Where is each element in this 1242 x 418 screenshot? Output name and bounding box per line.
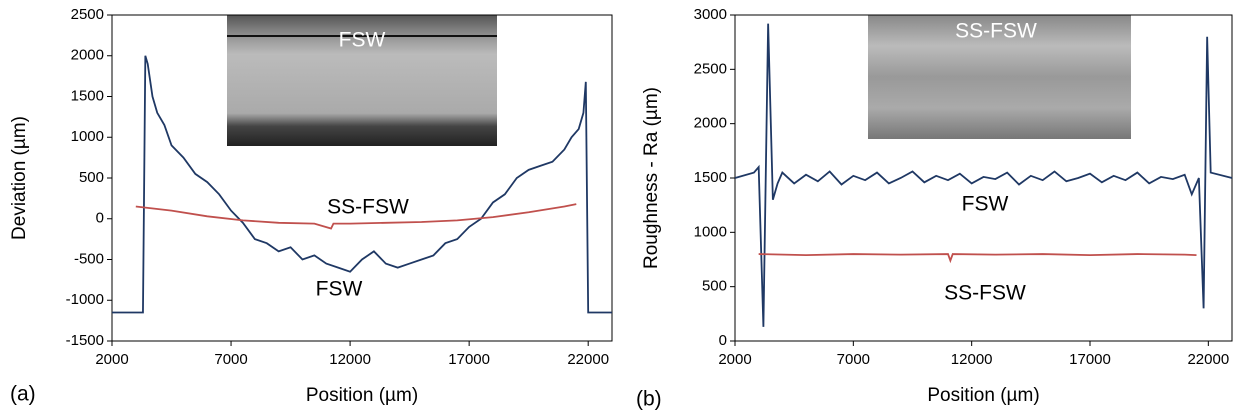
y-tick-label: -1500 (66, 332, 104, 349)
data-line (135, 203, 577, 230)
x-tick-label: 12000 (951, 351, 993, 368)
y-tick-label: 2000 (694, 115, 727, 132)
y-tick-label: 3000 (694, 6, 727, 23)
y-tick-label: 1000 (694, 223, 727, 240)
inset-label: SS-FSW (955, 20, 1037, 43)
x-axis-title: Position (µm) (306, 385, 418, 406)
y-tick-label: 0 (96, 210, 104, 227)
y-tick-label: 2000 (71, 47, 104, 64)
data-line (112, 55, 612, 314)
inset-image (868, 15, 1131, 139)
panel-label: (a) (10, 383, 36, 406)
y-tick-label: 1000 (71, 128, 104, 145)
x-tick-label: 2000 (95, 351, 128, 368)
y-tick-label: -500 (74, 250, 104, 267)
y-tick-label: 1500 (694, 169, 727, 186)
y-axis-title: Deviation (µm) (9, 116, 30, 240)
x-tick-label: 17000 (1069, 351, 1111, 368)
data-line (734, 23, 1233, 327)
series-label: FSW (316, 278, 363, 301)
y-tick-label: 0 (719, 332, 727, 349)
y-tick-label: 500 (79, 169, 104, 186)
y-axis-title: Roughness - Ra (µm) (641, 87, 662, 269)
series-label: FSW (962, 193, 1009, 216)
x-tick-label: 22000 (1187, 351, 1229, 368)
x-tick-label: 7000 (214, 351, 247, 368)
series-label: SS-FSW (327, 196, 409, 219)
series-label: SS-FSW (944, 282, 1026, 305)
data-line (758, 253, 1197, 264)
panel-label: (b) (636, 388, 662, 411)
x-axis-title: Position (µm) (927, 385, 1039, 406)
x-tick-label: 22000 (567, 351, 609, 368)
y-tick-label: 2500 (71, 6, 104, 23)
y-tick-label: -1000 (66, 291, 104, 308)
inset-label: FSW (339, 29, 386, 52)
x-tick-label: 7000 (837, 351, 870, 368)
y-tick-label: 2500 (694, 60, 727, 77)
x-tick-label: 2000 (718, 351, 751, 368)
y-tick-label: 1500 (71, 87, 104, 104)
x-tick-label: 12000 (329, 351, 371, 368)
y-tick-label: 500 (702, 278, 727, 295)
x-tick-label: 17000 (448, 351, 490, 368)
